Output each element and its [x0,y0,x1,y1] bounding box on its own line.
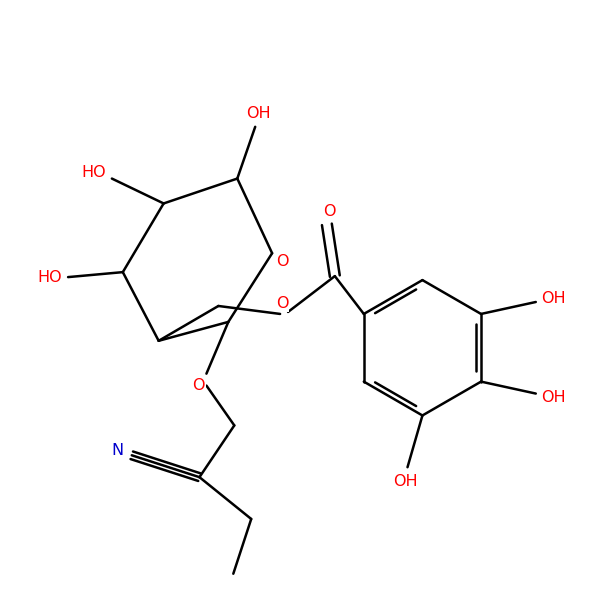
Text: N: N [112,443,124,458]
Text: HO: HO [82,165,106,180]
Text: OH: OH [393,473,418,488]
Text: O: O [192,378,205,393]
Text: OH: OH [541,290,566,305]
Text: O: O [276,296,289,311]
Text: HO: HO [38,269,62,284]
Text: OH: OH [246,106,271,121]
Text: O: O [323,204,336,219]
Text: OH: OH [541,390,566,405]
Text: O: O [276,254,289,269]
